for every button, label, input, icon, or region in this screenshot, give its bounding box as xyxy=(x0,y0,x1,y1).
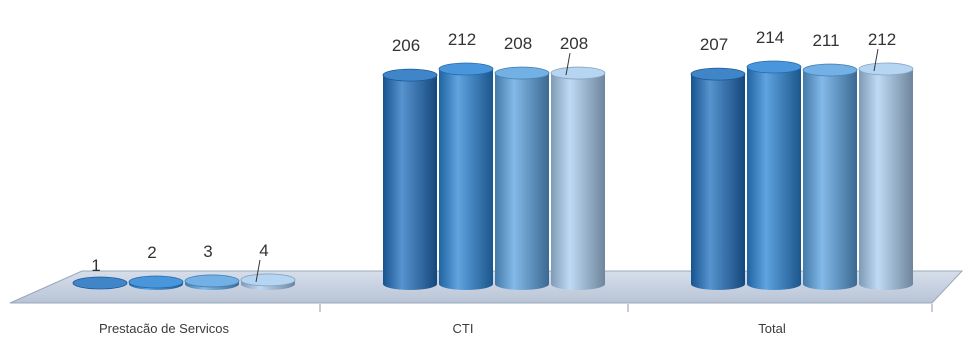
leader-line xyxy=(255,259,261,283)
data-label: 208 xyxy=(504,34,532,53)
data-label: 1 xyxy=(91,256,100,275)
bar-body xyxy=(859,69,913,290)
bar-top xyxy=(184,274,240,288)
chart-bar xyxy=(858,62,914,290)
data-label: 212 xyxy=(448,30,476,49)
leader-line xyxy=(565,52,571,76)
data-label: 207 xyxy=(700,35,728,54)
data-label: 206 xyxy=(392,36,420,55)
data-label: 214 xyxy=(756,28,784,47)
bar-top xyxy=(802,63,858,77)
bar-top xyxy=(690,67,746,81)
bar-top xyxy=(72,276,128,290)
chart-bar xyxy=(184,274,240,290)
chart-bar xyxy=(128,275,184,290)
chart-bar xyxy=(802,63,858,290)
bar-top xyxy=(858,62,914,76)
chart-bar xyxy=(746,60,802,290)
chart-bar xyxy=(690,67,746,290)
bar-top xyxy=(494,66,550,80)
chart-bar xyxy=(382,68,438,290)
data-label: 3 xyxy=(203,242,212,261)
chart-bar xyxy=(72,276,128,290)
bar-body xyxy=(803,70,857,290)
data-label: 2 xyxy=(147,243,156,262)
bar-top xyxy=(550,66,606,80)
bar-top xyxy=(746,60,802,74)
data-label: 211 xyxy=(812,31,839,50)
data-label: 212 xyxy=(868,30,896,49)
bar-body xyxy=(439,69,493,290)
chart-bar xyxy=(550,66,606,291)
bar-body xyxy=(495,73,549,291)
bar-top xyxy=(382,68,438,82)
category-label: Total xyxy=(758,321,786,336)
bars-layer xyxy=(72,60,914,291)
bar-body xyxy=(551,73,605,291)
leader-line xyxy=(873,48,879,72)
chart-bar xyxy=(494,66,550,291)
data-label: 4 xyxy=(259,241,268,260)
bar-body xyxy=(747,67,801,290)
data-label: 208 xyxy=(560,34,588,53)
bar-top xyxy=(240,273,296,287)
labels-layer: 1 2 3 4 Prestacão de Servicos 206 212 208 208 CTI… xyxy=(91,28,896,336)
bar-top xyxy=(128,275,184,289)
category-label: CTI xyxy=(453,321,474,336)
bar-body xyxy=(691,74,745,290)
bar-top xyxy=(438,62,494,76)
bar-body xyxy=(383,75,437,290)
chart-bar xyxy=(438,62,494,290)
chart-bar xyxy=(240,273,296,290)
category-label: Prestacão de Servicos xyxy=(99,321,230,336)
